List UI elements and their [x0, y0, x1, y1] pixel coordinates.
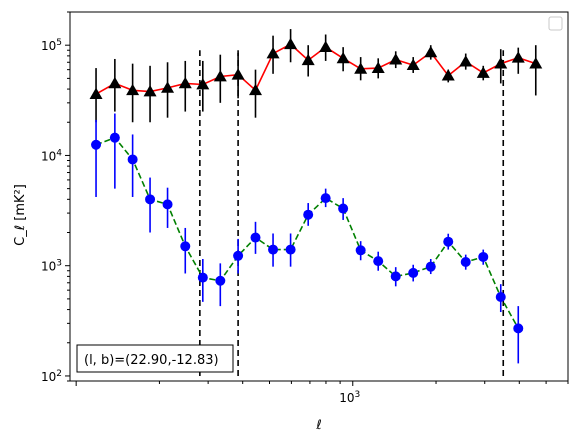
annotation-text: (l, b)=(22.90,-12.83) [84, 353, 219, 368]
data-point-triangle [161, 81, 175, 93]
data-point-triangle [266, 47, 280, 59]
data-point-circle [250, 232, 261, 243]
data-point-triangle [126, 83, 140, 96]
data-point-circle [320, 193, 331, 204]
data-point-circle [285, 244, 296, 255]
x-axis-label: ℓ [315, 418, 321, 433]
data-point-circle [162, 199, 173, 210]
data-point-triangle [424, 45, 438, 58]
data-point-circle [460, 257, 471, 268]
data-point-triangle [511, 51, 525, 63]
data-point-circle [91, 139, 102, 150]
data-point-triangle [178, 76, 192, 89]
data-point-triangle [143, 85, 157, 97]
data-point-triangle [196, 78, 210, 90]
data-point-triangle [108, 76, 122, 89]
data-point-circle [495, 292, 506, 303]
data-point-circle [338, 203, 349, 214]
data-point-circle [127, 154, 138, 165]
data-point-triangle [459, 55, 473, 67]
data-point-circle [268, 244, 279, 255]
data-point-triangle [89, 87, 103, 99]
legend-box [548, 16, 563, 31]
data-point-triangle [213, 70, 227, 82]
data-point-triangle [248, 83, 262, 96]
data-point-circle [408, 267, 419, 278]
data-point-circle [180, 241, 191, 252]
data-point-circle [478, 251, 489, 262]
data-point-triangle [354, 62, 368, 74]
y-axis-label: C_ℓ [mK²] [13, 184, 28, 246]
data-point-circle [303, 209, 314, 220]
data-point-triangle [441, 69, 455, 81]
data-point-triangle [476, 66, 490, 78]
data-point-triangle [231, 68, 245, 80]
data-point-circle [215, 275, 226, 286]
data-point-triangle [284, 37, 298, 50]
data-point-circle [145, 194, 156, 205]
data-point-circle [197, 272, 208, 283]
data-point-triangle [529, 57, 543, 69]
data-point-circle [425, 261, 436, 272]
plot-frame [69, 11, 569, 382]
data-point-circle [109, 132, 120, 143]
data-point-triangle [389, 53, 403, 65]
data-point-circle [233, 250, 244, 261]
data-point-triangle [406, 58, 420, 70]
annotation-frame [76, 344, 234, 373]
data-point-triangle [301, 53, 315, 66]
plot-area [89, 29, 543, 376]
data-point-triangle [319, 40, 333, 53]
data-point-circle [390, 271, 401, 282]
data-point-circle [373, 256, 384, 267]
data-point-circle [513, 323, 524, 334]
data-point-triangle [371, 61, 385, 73]
data-point-circle [355, 245, 366, 256]
legend [548, 16, 563, 31]
data-point-triangle [336, 51, 350, 64]
annotation-box: (l, b)=(22.90,-12.83) [76, 344, 234, 373]
data-point-circle [443, 236, 454, 247]
data-point-triangle [494, 57, 508, 69]
